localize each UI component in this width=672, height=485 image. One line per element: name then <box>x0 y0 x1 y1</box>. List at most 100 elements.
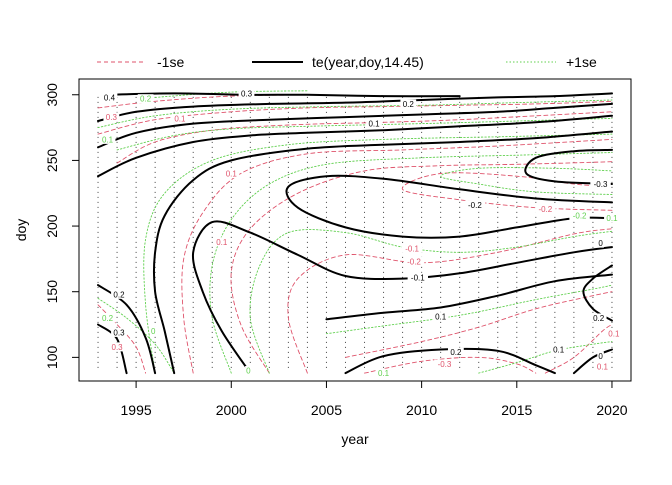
contour-label-bg <box>597 238 604 248</box>
contour-label-bg <box>535 204 556 214</box>
legend-label-te-year-doy-14-45: te(year,doy,14.45) <box>312 54 424 70</box>
contour-label: -0.2 <box>468 201 482 210</box>
contour-label: 0 <box>598 239 603 248</box>
x-tick-label-2000: 2000 <box>216 402 247 418</box>
contour-label: -0.3 <box>438 360 452 369</box>
contour-label-bg <box>101 92 118 102</box>
contour-label: -0.1 <box>411 273 425 282</box>
contour-label: 0.1 <box>368 120 380 129</box>
contour-te-year-doy-14-45-level-0-3-0 <box>106 92 461 98</box>
contour-label: 0.3 <box>241 89 253 98</box>
contour-label: 0.1 <box>226 170 238 179</box>
contour-label-bg <box>213 237 230 247</box>
axes: 1995 2000 2005 2010 2015 2020 100 150 200 250 300 <box>44 83 628 418</box>
contour-1se-level-0-3-20 <box>402 172 613 211</box>
contour-label-bg <box>137 94 154 104</box>
contour-1se-level-0-1-15 <box>97 100 613 135</box>
contour-label: 0.2 <box>140 95 152 104</box>
contour-label: 0.2 <box>102 314 114 323</box>
contour-1se-level-0-3-24 <box>97 304 147 374</box>
contour-te-year-doy-14-45-level-0-2-11 <box>582 264 613 322</box>
y-tick-label-150: 150 <box>44 280 60 304</box>
contour-label: 0.1 <box>378 369 390 378</box>
contour-label-bg <box>109 342 125 352</box>
contour-label: 0.1 <box>553 345 565 354</box>
contour-label: 0.1 <box>606 214 618 223</box>
contour-te-year-doy-14-45-level-0-2-1 <box>97 92 613 122</box>
contour-label-bg <box>366 119 382 129</box>
contour-label-bg <box>401 243 423 253</box>
contour-label: -0.2 <box>407 258 421 267</box>
contour-label-bg <box>111 289 127 299</box>
y-tick-label-200: 200 <box>44 214 60 238</box>
contour-1se-level-0-1-17 <box>181 138 613 374</box>
contour-1se-level-0-1-23 <box>544 324 613 374</box>
contour-te-year-doy-14-45-level-0-2-6 <box>285 174 613 239</box>
contour-label-bg <box>223 169 240 179</box>
contour-te-year-doy-14-45-level-0-1-8 <box>325 273 613 321</box>
contour-1se-level-0-1-29 <box>209 152 613 374</box>
contour-te-year-doy-14-45-level-0-1-2 <box>97 102 613 149</box>
contour-label-bg <box>590 313 607 323</box>
contour-label: -0.3 <box>594 180 608 189</box>
contour-label: 0.1 <box>435 313 447 322</box>
contour-label: 0 <box>598 352 603 361</box>
x-tick-label-2015: 2015 <box>501 402 532 418</box>
contour-label-bg <box>447 347 464 357</box>
x-tick-label-1995: 1995 <box>121 402 152 418</box>
contour-label-bg <box>597 351 604 361</box>
contour-label-bg <box>604 213 620 223</box>
legend: -1se te(year,doy,14.45) +1se <box>97 54 597 70</box>
contour-label-bg <box>464 200 486 210</box>
rug-marks <box>97 93 613 368</box>
contour-te-year-doy-14-45-level-0-3-13 <box>97 323 128 375</box>
contour-label-bg <box>432 312 449 322</box>
contour-1se-level-0-3-25 <box>154 90 308 98</box>
contour-lines <box>97 90 613 375</box>
x-tick-label-2020: 2020 <box>596 402 627 418</box>
contour-label-bg <box>434 359 455 369</box>
x-tick-label-2010: 2010 <box>406 402 437 418</box>
x-axis-title: year <box>341 431 369 447</box>
contour-label-bg <box>99 313 116 323</box>
contour-label: 0.3 <box>112 343 124 352</box>
contour-label: 0.1 <box>174 114 186 123</box>
contour-label: 0.1 <box>102 135 114 144</box>
contour-label: -0.2 <box>538 205 552 214</box>
contour-label: 0.2 <box>113 290 125 299</box>
contour-label: 0.1 <box>216 238 228 247</box>
contour-label-bg <box>111 327 127 337</box>
contour-label: 0 <box>246 366 251 375</box>
contour-label: 0.1 <box>608 330 620 339</box>
contour-label-bg <box>375 368 392 378</box>
legend-label-1se: +1se <box>566 54 597 70</box>
contour-label-bg <box>594 362 611 372</box>
contour-1se-level-0-2-30 <box>440 167 613 195</box>
contour-te-year-doy-14-45-level-0-1-4 <box>152 130 613 375</box>
contour-label-bg <box>238 88 255 98</box>
x-tick-label-2005: 2005 <box>311 402 342 418</box>
contour-label: 0.3 <box>106 113 118 122</box>
y-tick-label-100: 100 <box>44 346 60 370</box>
contour-label-bg <box>149 326 157 336</box>
contour-label-bg <box>403 257 425 267</box>
contour-label-bg <box>550 344 567 354</box>
contour-label-bg <box>99 134 116 144</box>
contour-te-year-doy-14-45-level-0-1-10 <box>572 348 613 375</box>
contour-1se-level-0-1-32 <box>325 284 613 335</box>
contour-label-bg <box>245 365 252 375</box>
contour-1se-level-0-2-18 <box>230 161 613 374</box>
contour-label-bg <box>590 179 611 189</box>
contour-label-bg <box>569 211 590 221</box>
contour-label: -0.1 <box>405 244 419 253</box>
contour-1se-level-0-22 <box>364 356 537 374</box>
contour-label: 0.4 <box>104 93 116 102</box>
contour-1se-level-0-2-19 <box>287 228 613 374</box>
contour-label-bg <box>400 99 417 109</box>
contour-te-year-doy-14-45-level-0-3-7 <box>524 148 613 185</box>
contour-te-year-doy-14-45-level-0-2-9 <box>344 347 556 375</box>
contour-label: -0.2 <box>573 212 587 221</box>
contour-1se-level-0-2-26 <box>97 99 613 129</box>
contour-label: 0.3 <box>113 328 125 337</box>
